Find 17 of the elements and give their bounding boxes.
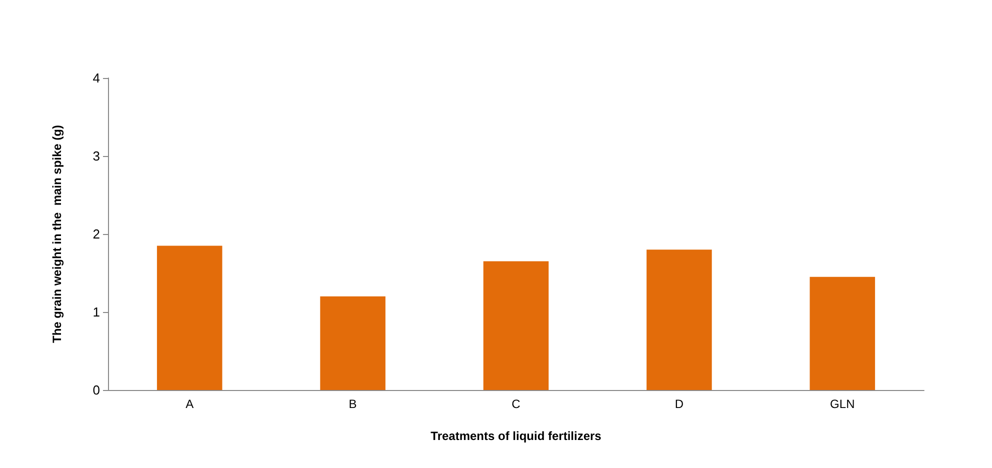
x-tick-label: D (674, 397, 684, 411)
bar (646, 250, 712, 390)
bar (320, 296, 386, 390)
bar (156, 246, 222, 390)
x-tick-label: B (348, 397, 357, 411)
x-tick-label: A (186, 397, 194, 411)
x-tick-label: C (512, 397, 521, 411)
y-tick-label: 2 (92, 226, 100, 242)
y-tick-label: 3 (92, 148, 100, 164)
bar (810, 276, 876, 390)
y-axis-title: The grain weight in the main spike (g) (50, 124, 64, 344)
x-axis-title: Treatments of liquid fertilizers (430, 429, 602, 443)
bar (483, 261, 549, 390)
x-tick-label: GLN (830, 397, 855, 411)
y-tick-label: 4 (92, 70, 100, 86)
y-tick-label: 1 (92, 304, 100, 320)
y-tick-label: 0 (92, 382, 100, 398)
